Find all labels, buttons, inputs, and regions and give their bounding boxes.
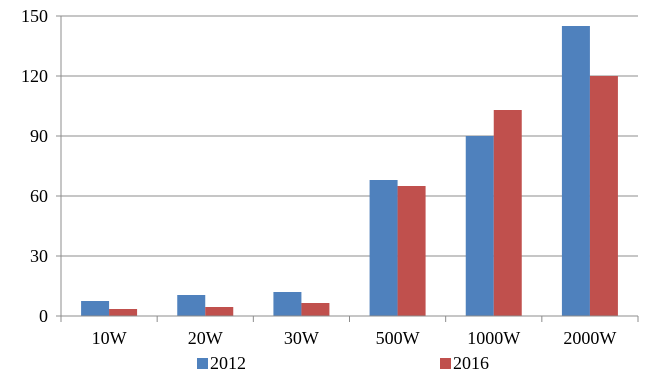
bar-2016-10W (109, 309, 138, 316)
legend: 2012 2016 (197, 353, 489, 373)
bar-2016-500W (397, 186, 426, 316)
x-tick-label: 500W (376, 328, 420, 348)
gridlines (61, 15, 638, 257)
bar-2012-30W (273, 292, 302, 316)
y-tick-label: 30 (30, 246, 48, 266)
bar-2012-500W (369, 180, 398, 316)
y-tick-label: 90 (30, 126, 48, 146)
x-tick-label: 2000W (563, 328, 616, 348)
y-tick-labels: 0 30 60 90 120 150 (21, 6, 48, 326)
bar-2012-10W (81, 301, 110, 316)
bar-2016-2000W (589, 76, 618, 316)
legend-label-2016: 2016 (453, 353, 489, 373)
bar-2012-1000W (465, 136, 494, 316)
x-tick-labels: 10W 20W 30W 500W 1000W 2000W (92, 328, 617, 348)
bar-2012-2000W (561, 26, 590, 316)
bar-2016-20W (205, 307, 234, 316)
x-tick-label: 30W (284, 328, 319, 348)
y-tick-label: 0 (39, 306, 48, 326)
x-tick-label: 10W (92, 328, 127, 348)
x-tick-label: 1000W (467, 328, 520, 348)
legend-label-2012: 2012 (210, 353, 246, 373)
y-tick-label: 120 (21, 66, 48, 86)
bar-2016-1000W (493, 110, 522, 316)
legend-swatch-2016 (440, 358, 451, 369)
bar-2016-30W (301, 303, 330, 316)
y-tick-label: 60 (30, 186, 48, 206)
y-tick-label: 150 (21, 6, 48, 26)
axes (56, 15, 639, 322)
x-tick-label: 20W (188, 328, 223, 348)
bars (81, 26, 618, 316)
bar-2012-20W (177, 295, 206, 316)
legend-swatch-2012 (197, 358, 208, 369)
